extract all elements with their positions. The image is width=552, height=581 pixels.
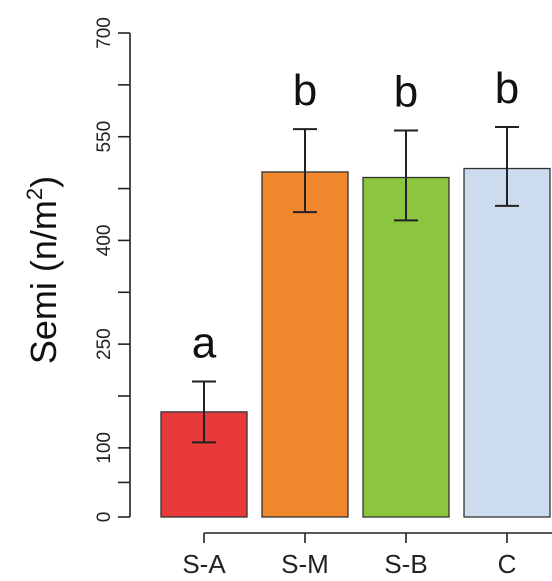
category-label: S-B <box>384 549 427 579</box>
bar <box>261 171 349 518</box>
significance-label: a <box>192 318 217 367</box>
bar <box>362 176 450 518</box>
y-axis-title: Semi (n/m2) <box>22 176 64 364</box>
significance-label: b <box>495 64 519 113</box>
significance-label: b <box>394 67 418 116</box>
y-tick-label: 0 <box>94 512 115 523</box>
y-tick-label: 250 <box>94 328 115 360</box>
bars <box>160 126 551 518</box>
bar <box>463 167 551 518</box>
y-tick-label: 400 <box>94 225 115 257</box>
category-label: S-A <box>182 549 226 579</box>
axes: 0 100 250 400 550 700 <box>94 17 552 543</box>
category-label: S-M <box>281 549 329 579</box>
y-tick-label: 100 <box>94 432 115 464</box>
significance-label: b <box>293 66 317 115</box>
labels: S-A a S-M b S-B b Cb <box>182 64 519 579</box>
y-tick-label: 550 <box>94 121 115 153</box>
y-tick-label: 700 <box>94 17 115 49</box>
category-label: C <box>498 549 517 579</box>
